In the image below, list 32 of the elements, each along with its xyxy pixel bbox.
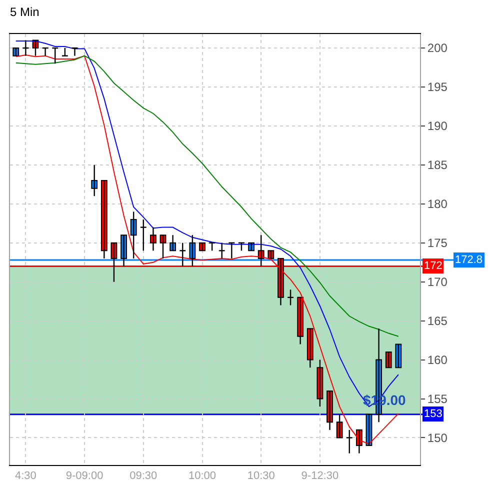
y-tick-label: 150 [427,430,448,445]
candlestick [385,351,392,368]
candlestick [366,414,372,446]
y-tick-label: 170 [427,275,448,290]
y-tick-label: 165 [427,314,448,328]
candlestick [91,164,98,197]
candlestick [248,242,254,252]
ref-line-label: 153 [424,408,442,420]
x-tick-label: 10:30 [247,470,275,482]
line-series [15,55,399,337]
chart-title: 5 Min [10,4,40,19]
candlestick [346,429,353,454]
x-tick-label: 4:30 [14,470,36,482]
ref-line-label: 172 [424,260,442,272]
y-tick-label: 200 [427,41,448,56]
y-tick-label: 190 [427,119,448,134]
candlestick [140,218,147,252]
x-tick-label: 9-12:30 [301,470,339,482]
x-tick-label: 9-09:00 [66,470,104,482]
ref-line-label: 172.8 [455,254,483,266]
candlestick [199,242,206,252]
y-tick-label: 195 [427,80,448,94]
x-tick-label: 10:00 [188,470,216,482]
y-tick-label: 160 [427,352,448,367]
y-tick-label: 185 [427,158,448,172]
x-tick-label: 09:30 [130,470,158,482]
candlestick [395,344,402,368]
candlestick [179,242,186,267]
candlestick [218,242,226,260]
y-tick-label: 155 [427,392,448,406]
y-tick-label: 180 [427,197,448,212]
y-tick-label: 175 [427,236,448,250]
